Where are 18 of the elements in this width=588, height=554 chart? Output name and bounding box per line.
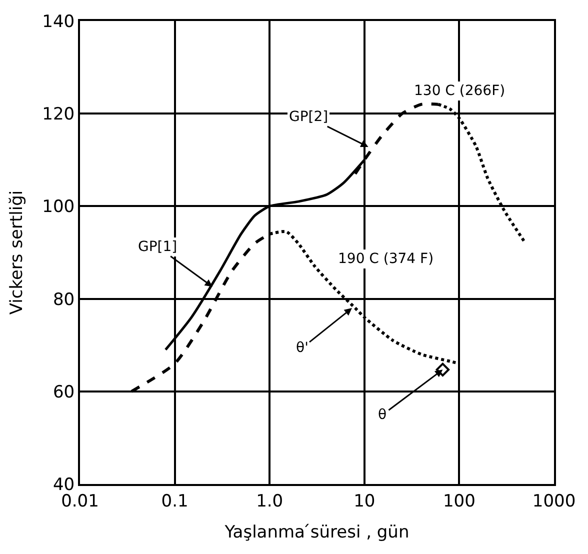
y-tick-label: 80 [52,290,75,310]
x-tick-label: 100 [442,491,476,512]
x-axis-title: Yaşlanma ́süresi , gün [224,522,410,542]
y-axis-title: Vickers sertliği [7,190,28,315]
x-tick-label: 1000 [532,491,576,512]
annotation: 190 C (374 F) [338,251,434,267]
annotation: GP[2] [289,109,328,125]
y-tick-label: 140 [42,12,75,32]
y-tick-label: 100 [42,197,75,218]
annotation: GP[1] [138,239,178,255]
annotation: 130 C (266F) [414,83,506,99]
annotation: θ [378,407,387,423]
x-tick-label: 10 [354,491,376,512]
annotation: θ' [296,340,308,356]
x-tick-label: 0.1 [161,491,188,512]
x-tick-label: 1.0 [256,491,284,512]
y-tick-label: 120 [42,104,75,125]
y-tick-label: 60 [52,382,75,402]
